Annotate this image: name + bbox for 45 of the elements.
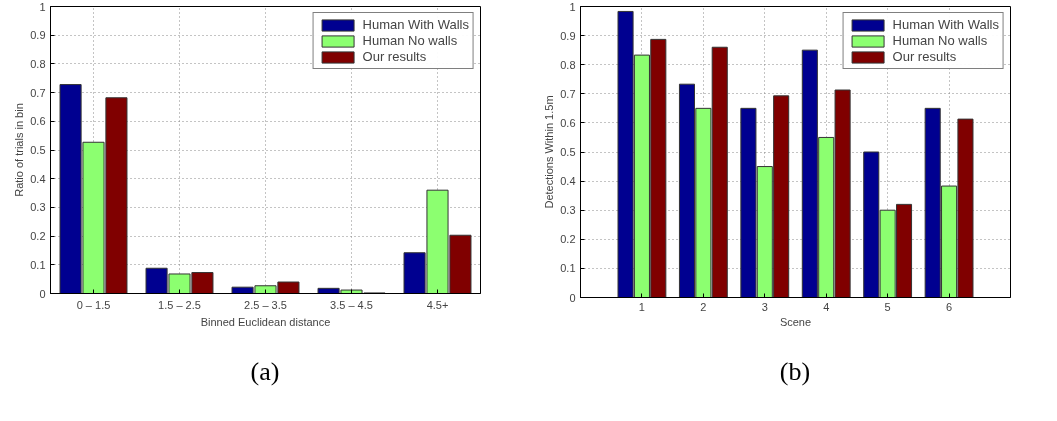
y-tick-label: 0.6 (30, 115, 46, 128)
y-tick-label: 0.6 (560, 116, 576, 129)
legend-label: Our results (892, 49, 957, 64)
legend-label: Human With Walls (362, 17, 469, 32)
y-tick-label: 1 (39, 0, 46, 13)
y-tick-label: 0.7 (560, 87, 576, 100)
x-tick-label: 2 (700, 300, 707, 313)
x-tick-label: 6 (946, 300, 953, 313)
x-tick-label: 4.5+ (426, 298, 449, 311)
legend-label: Human No walls (892, 33, 988, 48)
y-axis-title: Ratio of trials in bin (13, 103, 26, 197)
y-tick-label: 0.7 (30, 86, 46, 99)
y-tick-label: 0.3 (30, 201, 46, 214)
y-tick-label: 0.3 (560, 204, 576, 217)
y-tick-label: 0.4 (30, 172, 46, 185)
x-tick-label: 4 (823, 300, 830, 313)
y-tick-label: 1 (569, 0, 576, 13)
y-tick-label: 0.8 (560, 58, 576, 71)
legend-label: Our results (362, 49, 427, 64)
y-tick-label: 0.9 (30, 29, 46, 42)
y-tick-label: 0 (39, 287, 46, 300)
y-tick-label: 0.5 (30, 144, 46, 156)
y-tick-label: 0.2 (30, 230, 46, 243)
x-tick-label: 5 (884, 300, 891, 313)
y-tick-label: 0.1 (560, 262, 576, 275)
y-tick-label: 0.8 (30, 57, 46, 70)
text: (a) (250, 356, 280, 388)
legend-label: Human With Walls (892, 17, 999, 32)
x-axis-title: Scene (779, 315, 812, 328)
x-tick-label: 1.5 – 2.5 (158, 298, 201, 311)
text: (b) (779, 356, 811, 388)
y-tick-label: 0.5 (560, 146, 576, 158)
y-tick-label: 0.1 (30, 258, 46, 271)
legend-label: Human No walls (362, 33, 458, 48)
y-tick-label: 0 (569, 291, 576, 304)
y-tick-label: 0.9 (560, 29, 576, 42)
y-tick-label: 0.4 (560, 175, 576, 188)
x-axis-title: Binned Euclidean distance (200, 315, 331, 328)
x-tick-label: 3.5 – 4.5 (330, 298, 373, 311)
x-tick-label: 3 (761, 300, 768, 313)
x-tick-label: 0 – 1.5 (76, 298, 111, 311)
x-tick-label: 2.5 – 3.5 (244, 298, 287, 311)
y-tick-label: 0.2 (560, 233, 576, 246)
x-tick-label: 1 (638, 300, 645, 313)
y-axis-title: Detections Within 1.5m (543, 95, 556, 209)
